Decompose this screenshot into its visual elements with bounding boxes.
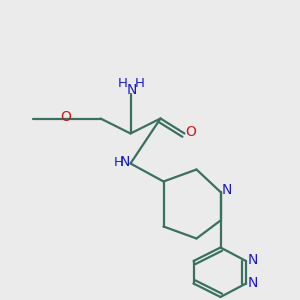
Text: H: H xyxy=(114,155,123,169)
Text: N: N xyxy=(248,276,258,290)
Text: N: N xyxy=(222,184,232,197)
Text: H: H xyxy=(118,77,128,91)
Text: N: N xyxy=(248,254,258,267)
Text: O: O xyxy=(185,125,196,139)
Text: N: N xyxy=(126,83,136,97)
Text: N: N xyxy=(120,155,130,169)
Text: H: H xyxy=(135,77,145,91)
Text: O: O xyxy=(61,110,71,124)
